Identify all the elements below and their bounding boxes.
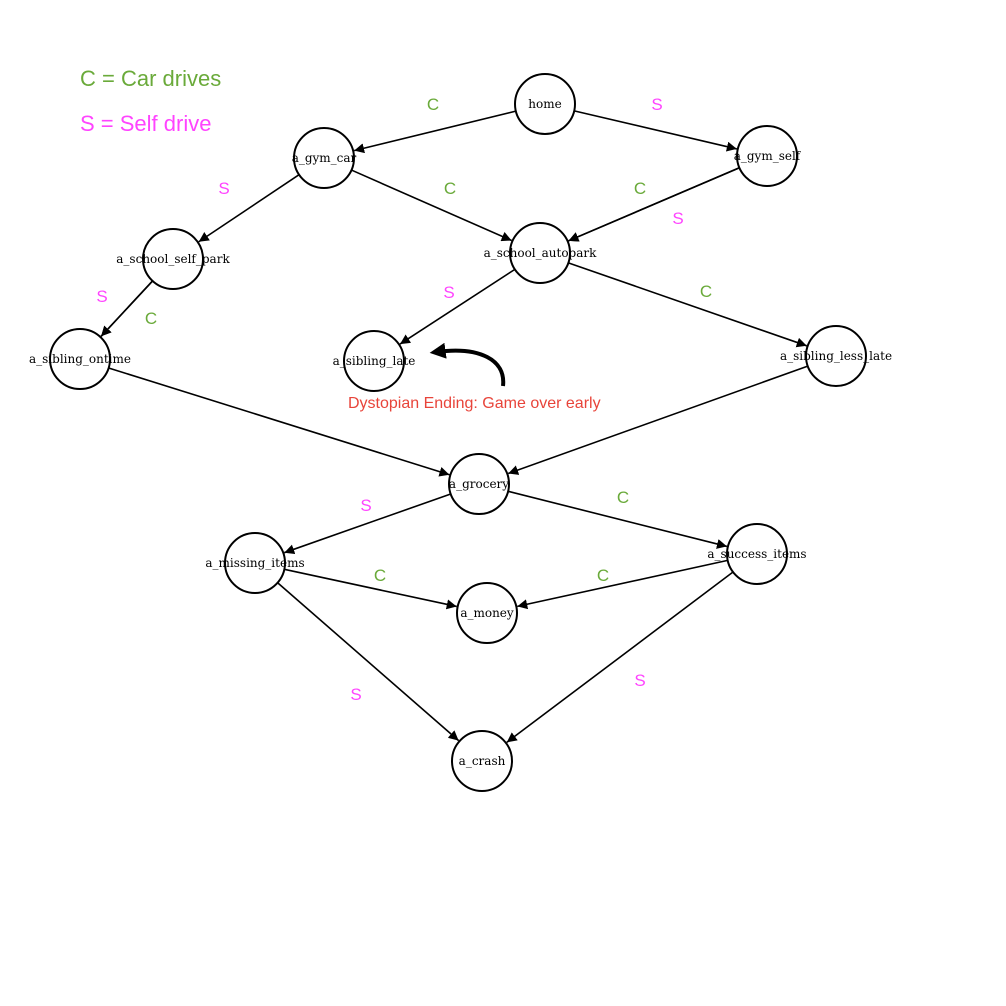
edge-label-self: S	[443, 283, 454, 302]
node-a_success_items: a_success_items	[707, 523, 807, 585]
edge-a_gym_car-to-a_school_self_park	[198, 174, 300, 243]
node-a_sibling_late: a_sibling_late	[333, 330, 416, 392]
edge-a_missing_items-to-a_crash	[277, 582, 460, 742]
edge-line	[284, 568, 457, 610]
node-circle	[142, 228, 204, 290]
edge-label-self: S	[672, 209, 683, 228]
node-a_crash: a_crash	[451, 730, 513, 792]
edge-a_gym_car-to-a_school_autopark	[351, 169, 512, 242]
edge-label-car: C	[617, 488, 629, 507]
edge-a_grocery-to-a_success_items	[507, 490, 728, 549]
node-a_gym_car: a_gym_car	[292, 127, 357, 189]
node-label: a_money	[460, 606, 514, 620]
edge-labels-layer: C S S C C S S C S C S C C C S S	[96, 95, 712, 704]
node-a_missing_items: a_missing_items	[205, 532, 305, 594]
edge-a_success_items-to-a_crash	[506, 571, 734, 743]
edge-line	[517, 559, 728, 610]
edge-label-car: C	[634, 179, 646, 198]
edges-layer	[100, 110, 809, 743]
edge-line	[507, 490, 728, 549]
node-label: a_success_items	[707, 547, 806, 561]
edge-home-to-a_gym_self	[574, 110, 737, 152]
edge-a_gym_self-to-a_school_autopark	[568, 167, 740, 242]
edge-label-self: S	[350, 685, 361, 704]
node-label: a_sibling_less_late	[780, 349, 892, 363]
edge-line	[108, 367, 450, 477]
edge-label-car: C	[145, 309, 157, 328]
edge-label-self: S	[96, 287, 107, 306]
edge-line	[568, 262, 807, 348]
node-circle	[448, 453, 510, 515]
node-a_school_self_park: a_school_self_park	[116, 228, 230, 290]
edge-home-to-a_gym_car	[353, 110, 517, 154]
node-circle	[49, 328, 111, 390]
legend-self: S = Self drive	[80, 111, 211, 136]
edge-line	[283, 493, 451, 555]
edge-label-car: C	[597, 566, 609, 585]
edge-label-car: C	[427, 95, 439, 114]
node-circle	[805, 325, 867, 387]
node-a_grocery: a_grocery	[448, 453, 510, 515]
edge-label-self: S	[651, 95, 662, 114]
node-circle	[736, 125, 798, 187]
edge-a_school_autopark-to-a_sibling_late	[399, 268, 516, 345]
node-a_school_autopark: a_school_autopark	[484, 222, 598, 284]
node-circle	[456, 582, 518, 644]
node-circle	[509, 222, 571, 284]
edge-a_sibling_ontime-to-a_grocery	[108, 367, 450, 477]
edge-line	[100, 280, 154, 337]
edge-line	[277, 582, 460, 742]
edge-label-self: S	[634, 671, 645, 690]
edge-line	[568, 167, 740, 242]
node-circle	[293, 127, 355, 189]
node-label: a_sibling_ontime	[29, 352, 131, 366]
edge-line	[198, 174, 300, 243]
dystopian-ending-annotation: Dystopian Ending: Game over early	[348, 395, 601, 412]
node-label: a_gym_car	[292, 151, 357, 165]
edge-a_sibling_less_late-to-a_grocery	[507, 365, 809, 475]
node-circle	[451, 730, 513, 792]
edge-line	[506, 571, 734, 743]
edge-a_missing_items-to-a_money	[284, 568, 457, 610]
edge-a_school_self_park-to-a_sibling_ontime	[100, 280, 154, 337]
edge-label-car: C	[444, 179, 456, 198]
node-circle	[343, 330, 405, 392]
node-label: a_school_autopark	[484, 246, 598, 260]
edge-label-car: C	[700, 282, 712, 301]
edge-line	[574, 110, 737, 152]
edge-line	[351, 169, 512, 242]
node-circle	[726, 523, 788, 585]
node-circle	[224, 532, 286, 594]
legend-car: C = Car drives	[80, 66, 221, 91]
node-label: home	[528, 97, 561, 111]
edge-label-self: S	[360, 496, 371, 515]
edge-label-self: S	[218, 179, 229, 198]
edge-line	[353, 110, 517, 154]
node-home: home	[514, 73, 576, 135]
nodes-layer: home a_gym_car a_gym_self a_school_self_par…	[29, 73, 892, 792]
node-label: a_school_self_park	[116, 252, 230, 266]
node-label: a_sibling_late	[333, 354, 416, 368]
edge-a_grocery-to-a_missing_items	[283, 493, 451, 555]
node-a_money: a_money	[456, 582, 518, 644]
node-a_sibling_less_late: a_sibling_less_late	[780, 325, 892, 387]
edge-a_success_items-to-a_money	[517, 559, 728, 610]
node-a_sibling_ontime: a_sibling_ontime	[29, 328, 131, 390]
annotation-arrow	[429, 342, 506, 387]
node-label: a_grocery	[449, 477, 509, 491]
edge-a_school_autopark-to-a_sibling_less_late	[568, 262, 807, 348]
node-a_gym_self: a_gym_self	[734, 125, 802, 187]
edge-line	[507, 365, 809, 475]
edge-line	[399, 268, 516, 345]
node-label: a_missing_items	[205, 556, 304, 570]
node-circle	[514, 73, 576, 135]
node-label: a_crash	[459, 754, 506, 768]
node-label: a_gym_self	[734, 149, 802, 163]
edge-label-car: C	[374, 566, 386, 585]
